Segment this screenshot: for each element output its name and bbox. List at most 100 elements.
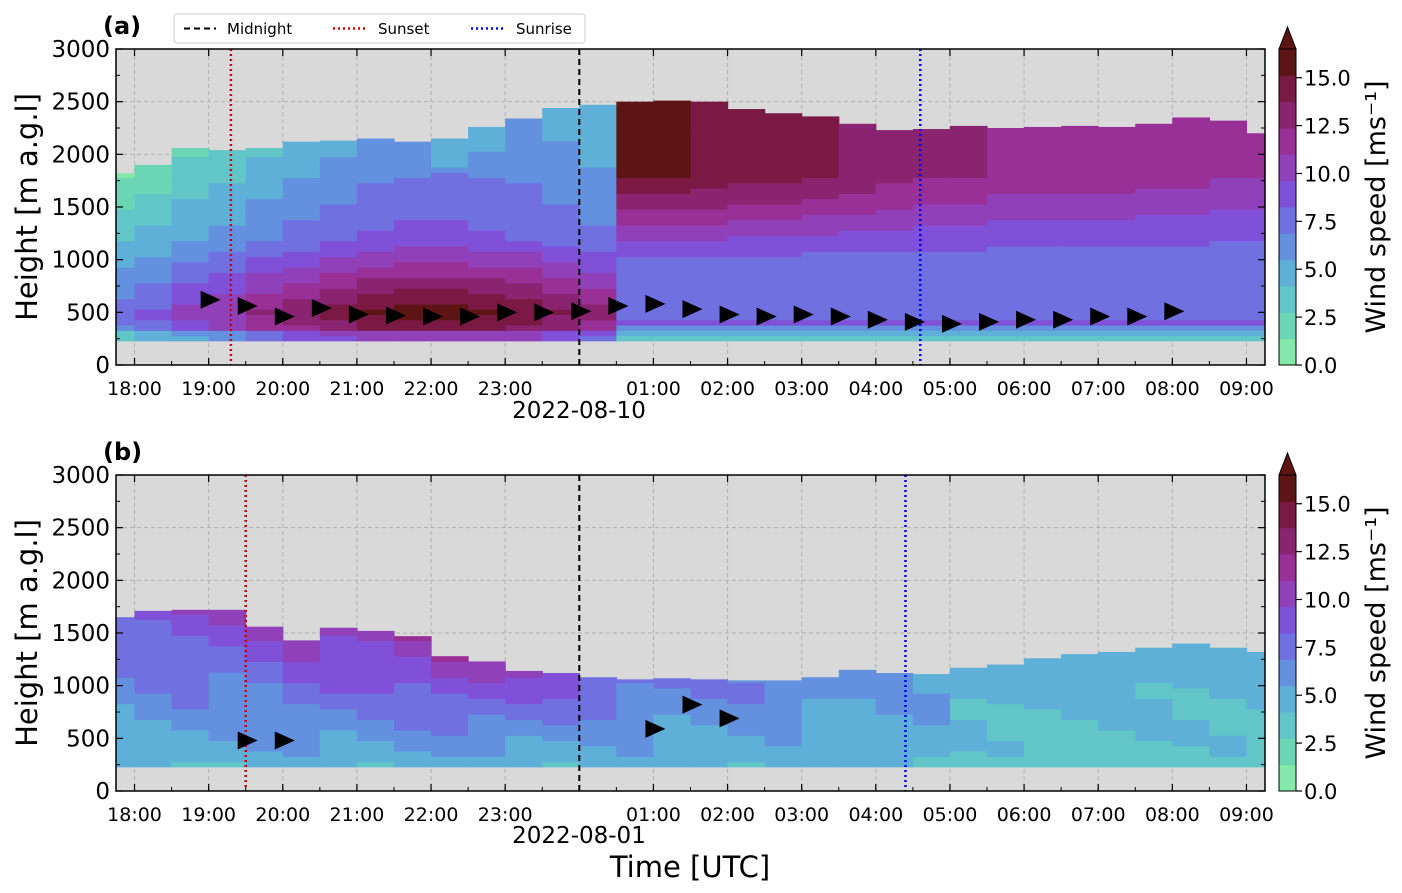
- heatmap-cell: [1098, 293, 1136, 300]
- heatmap-cell: [245, 235, 284, 242]
- heatmap-cell: [1246, 177, 1265, 184]
- heatmap-cell: [208, 198, 247, 205]
- heatmap-cell: [319, 650, 358, 657]
- heatmap-cell: [319, 671, 358, 678]
- heatmap-cell: [1098, 298, 1136, 305]
- heatmap-cell: [431, 750, 469, 757]
- wind-barb: [682, 695, 703, 714]
- heatmap-cell: [912, 750, 951, 757]
- y-tick-label: 1000: [51, 248, 110, 274]
- heatmap-cell: [1135, 161, 1173, 168]
- heatmap-cell: [690, 161, 729, 168]
- heatmap-cell: [912, 714, 951, 720]
- heatmap-cell: [838, 745, 877, 752]
- heatmap-cell: [1061, 298, 1099, 305]
- heatmap-cell: [579, 151, 617, 158]
- heatmap-cell: [949, 251, 988, 258]
- heatmap-cell: [319, 298, 358, 305]
- heatmap-cell: [1024, 330, 1062, 337]
- heatmap-cell: [801, 172, 840, 179]
- heatmap-cell: [1209, 647, 1248, 652]
- heatmap-cell: [875, 251, 914, 258]
- heatmap-cell: [208, 729, 247, 736]
- heatmap-cell: [912, 674, 951, 678]
- heatmap-cell: [208, 230, 247, 237]
- heatmap-cell: [801, 714, 840, 720]
- heatmap-cell: [1061, 193, 1099, 200]
- heatmap-cell: [356, 166, 395, 173]
- heatmap-cell: [987, 277, 1025, 284]
- heatmap-cell: [838, 677, 877, 684]
- heatmap-cell: [1135, 656, 1173, 663]
- heatmap-cell: [319, 640, 358, 647]
- heatmap-cell: [1024, 687, 1062, 694]
- heatmap-cell: [505, 245, 543, 252]
- heatmap-cell: [1209, 245, 1248, 252]
- heatmap-cell: [282, 640, 321, 647]
- heatmap-cell: [987, 193, 1025, 200]
- heatmap-cell: [987, 135, 1025, 142]
- heatmap-cell: [282, 714, 321, 720]
- heatmap-cell: [727, 319, 766, 326]
- heatmap-cell: [875, 735, 914, 742]
- heatmap-cell: [356, 224, 395, 231]
- heatmap-cell: [468, 256, 506, 263]
- heatmap-cell: [1024, 156, 1062, 163]
- heatmap-cell: [1209, 682, 1248, 689]
- heatmap-cell: [1172, 740, 1211, 747]
- heatmap-cell: [987, 235, 1025, 242]
- heatmap-cell: [468, 661, 506, 668]
- heatmap-cell: [356, 256, 395, 263]
- heatmap-cell: [875, 708, 914, 715]
- heatmap-cell: [208, 698, 247, 705]
- heatmap-cell: [1246, 214, 1265, 221]
- heatmap-cell: [282, 172, 321, 179]
- heatmap-cell: [505, 235, 543, 242]
- heatmap-cell: [1209, 719, 1248, 726]
- heatmap-cell: [1061, 219, 1099, 226]
- heatmap-cell: [116, 282, 136, 289]
- heatmap-cell: [987, 128, 1025, 131]
- heatmap-cell: [1172, 719, 1211, 726]
- heatmap-cell: [116, 714, 136, 720]
- heatmap-cell: [542, 182, 580, 189]
- heatmap-cell: [690, 203, 729, 210]
- heatmap-cell: [727, 245, 766, 252]
- heatmap-cell: [171, 756, 210, 763]
- heatmap-cell: [616, 679, 655, 684]
- heatmap-cell: [653, 151, 692, 158]
- heatmap-cell: [1098, 740, 1136, 747]
- heatmap-cell: [208, 666, 247, 673]
- heatmap-cell: [690, 188, 729, 194]
- heatmap-cell: [875, 245, 914, 252]
- heatmap-cell: [801, 277, 840, 284]
- heatmap-cell: [690, 182, 729, 189]
- heatmap-cell: [542, 288, 580, 294]
- heatmap-cell: [616, 729, 655, 736]
- heatmap-cell: [505, 130, 543, 136]
- heatmap-cell: [1061, 282, 1099, 289]
- heatmap-cell: [245, 661, 284, 668]
- colorbar-segment: [1279, 180, 1296, 208]
- heatmap-cell: [949, 145, 988, 152]
- panel-b-wind-barbs: [237, 695, 740, 750]
- heatmap-cell: [653, 119, 692, 126]
- heatmap-cell: [727, 745, 766, 752]
- heatmap-cell: [949, 687, 988, 694]
- heatmap-cell: [764, 245, 803, 252]
- heatmap-cell: [245, 635, 284, 641]
- heatmap-cell: [764, 714, 803, 720]
- heatmap-cell: [579, 130, 617, 136]
- heatmap-cell: [949, 314, 988, 321]
- heatmap-cell: [1135, 647, 1173, 652]
- heatmap-cell: [838, 214, 877, 221]
- heatmap-cell: [1172, 156, 1211, 163]
- heatmap-cell: [1135, 277, 1173, 284]
- heatmap-cell: [171, 166, 210, 173]
- heatmap-cell: [875, 282, 914, 289]
- heatmap-cell: [134, 708, 173, 715]
- heatmap-cell: [171, 267, 210, 273]
- heatmap-cell: [171, 245, 210, 252]
- heatmap-cell: [505, 188, 543, 194]
- heatmap-cell: [1098, 177, 1136, 184]
